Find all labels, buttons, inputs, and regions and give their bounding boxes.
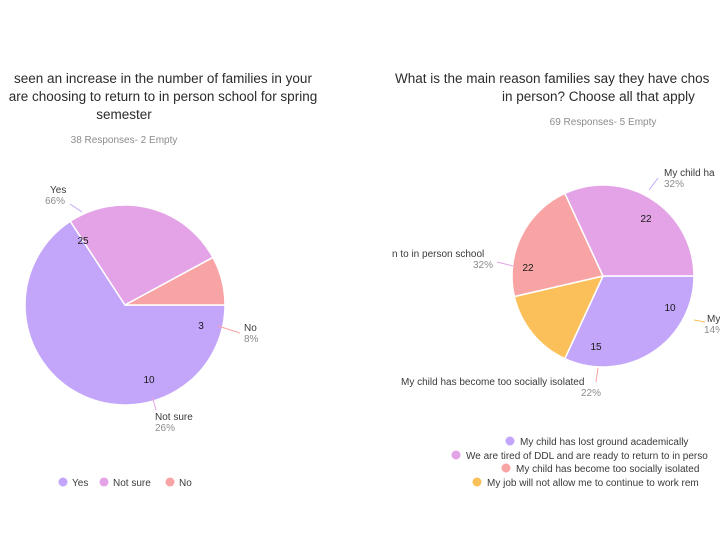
right-title-line-2: in person? Choose all that apply (502, 89, 695, 104)
right-legend-label-2: We are tired of DDL and are ready to ret… (466, 451, 708, 462)
right-subtitle: 69 Responses- 5 Empty (550, 117, 657, 128)
right-legend-label-1: My child has lost ground academically (520, 437, 688, 448)
left-callout-line-no (217, 325, 241, 334)
right-callout-line-2 (693, 319, 706, 323)
right-pct-1: 32% (664, 179, 684, 190)
right-pct-4: 32% (473, 260, 493, 271)
right-title-line-1: What is the main reason families say the… (395, 71, 710, 86)
right-callout-line-3 (595, 367, 599, 383)
left-legend-item-yes[interactable]: Yes (58, 477, 89, 490)
left-pie-slice-3[interactable] (124, 256, 226, 306)
right-pct-3: 22% (581, 388, 601, 399)
right-legend: My child has lost ground academically We… (451, 436, 709, 490)
left-subtitle: 38 Responses- 2 Empty (71, 135, 178, 146)
left-legend-label-yes: Yes (72, 478, 88, 489)
left-value-yes: 25 (77, 236, 89, 247)
right-legend-item-4[interactable]: My job will not allow me to continue to … (472, 477, 699, 490)
right-callout-line-4 (496, 261, 514, 267)
right-label-4: n to in person school (392, 249, 484, 260)
left-pie-slice-1[interactable] (24, 220, 226, 406)
left-title-line-1: seen an increase in the number of famili… (14, 71, 312, 86)
left-pct-notsure: 26% (155, 423, 175, 434)
right-legend-item-1[interactable]: My child has lost ground academically (505, 436, 689, 449)
right-legend-item-3[interactable]: My child has become too socially isolate… (501, 463, 700, 476)
right-pie-slice-1[interactable] (563, 275, 695, 368)
left-legend-item-no[interactable]: No (165, 477, 193, 490)
left-legend-label-notsure: Not sure (113, 478, 151, 489)
right-pct-2: 14% (704, 325, 720, 336)
left-callout-line-notsure (151, 395, 157, 411)
left-legend: Yes Not sure No (58, 477, 193, 490)
left-pct-yes: 66% (45, 196, 65, 207)
right-label-1: My child ha (664, 168, 715, 179)
right-label-3: My child has become too socially isolate… (401, 377, 584, 388)
left-label-yes: Yes (50, 185, 66, 196)
left-callout-line-yes (69, 203, 83, 213)
left-value-notsure: 10 (143, 375, 155, 386)
left-legend-label-no: No (179, 478, 192, 489)
right-callout-line-1 (648, 177, 659, 191)
left-chart: seen an increase in the number of famili… (9, 71, 317, 489)
left-pie (24, 204, 226, 406)
right-legend-swatch-2 (451, 450, 461, 460)
left-title-line-3: semester (96, 107, 152, 122)
right-legend-item-2[interactable]: We are tired of DDL and are ready to ret… (451, 450, 709, 463)
right-pie-slice-2[interactable] (513, 274, 605, 360)
right-pie-slice-3[interactable] (511, 192, 605, 298)
right-pie-slice-4[interactable] (563, 184, 695, 277)
left-value-no: 3 (198, 321, 204, 332)
right-value-2: 10 (664, 303, 676, 314)
left-label-no: No (244, 323, 257, 334)
right-legend-swatch-4 (472, 477, 482, 487)
right-legend-label-4: My job will not allow me to continue to … (487, 478, 699, 489)
right-chart: What is the main reason families say the… (392, 71, 720, 489)
left-legend-swatch-yes (58, 477, 68, 487)
right-value-4: 22 (522, 263, 534, 274)
right-value-3: 15 (590, 342, 602, 353)
left-legend-swatch-no (165, 477, 175, 487)
left-label-notsure: Not sure (155, 412, 193, 423)
right-value-1: 22 (640, 214, 652, 225)
right-legend-swatch-1 (505, 436, 515, 446)
right-pie (511, 184, 695, 368)
right-legend-label-3: My child has become too socially isolate… (516, 464, 699, 475)
left-pie-slice-2[interactable] (69, 204, 214, 306)
left-pct-no: 8% (244, 334, 259, 345)
right-label-2: My (707, 314, 720, 325)
left-title-line-2: are choosing to return to in person scho… (9, 89, 317, 104)
right-legend-swatch-3 (501, 463, 511, 473)
left-legend-swatch-notsure (99, 477, 109, 487)
left-legend-item-notsure[interactable]: Not sure (99, 477, 152, 490)
